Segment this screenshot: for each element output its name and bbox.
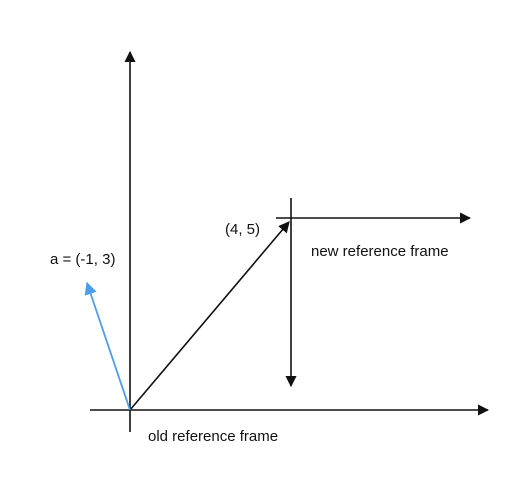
old-reference-frame-axes [90, 50, 490, 432]
point-label: (4, 5) [225, 221, 260, 238]
new-reference-frame-axes [276, 198, 472, 388]
old-frame-label: old reference frame [148, 428, 278, 445]
vector-a [84, 281, 131, 411]
vector-to-point [129, 221, 290, 411]
new-frame-label: new reference frame [311, 243, 449, 260]
vector-a-label: a = (-1, 3) [50, 251, 115, 268]
